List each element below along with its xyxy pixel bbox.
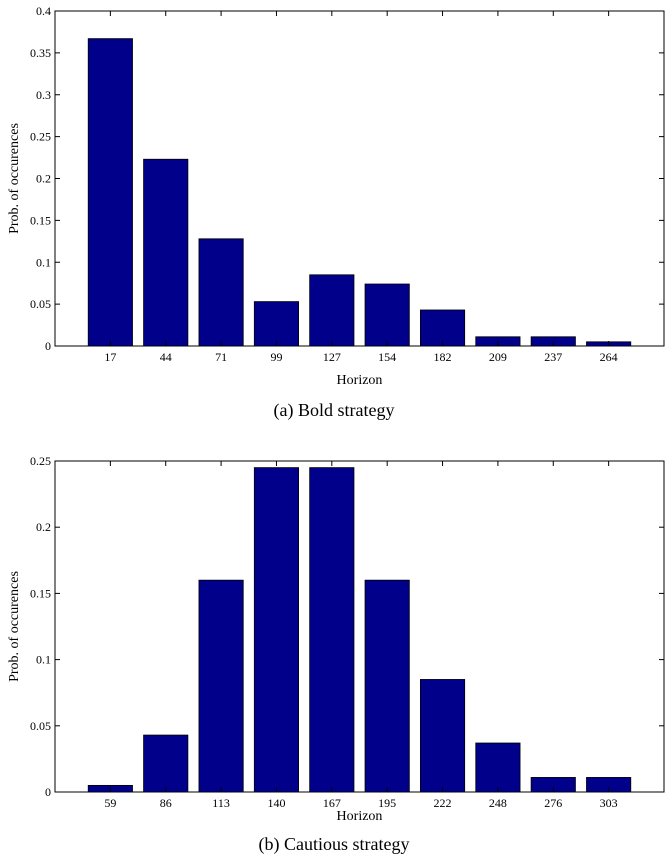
bar-chart-cautious: 59 86 113 140 167 195 222 248 276 303 0 0.05 0.1 0.15… (7, 454, 665, 824)
x-tick-label: 222 (434, 796, 452, 810)
bar (364, 283, 410, 347)
bar (419, 679, 466, 793)
x-tick-label: 17 (104, 350, 116, 364)
bar (364, 579, 410, 793)
x-tick-label: 167 (323, 796, 341, 810)
chart-bold-strategy: 17 44 71 99 127 154 182 209 237 264 0 0.05 0.1 0.15 0.… (0, 0, 668, 430)
y-tick-label: 0.15 (30, 586, 51, 600)
y-tick-label: 0 (45, 785, 51, 799)
x-tick-label: 276 (544, 796, 562, 810)
x-tick-label: 264 (600, 350, 618, 364)
bar (253, 301, 300, 347)
bar (253, 467, 300, 793)
x-tick-label: 237 (544, 350, 562, 364)
bar (198, 579, 244, 793)
bar (475, 742, 521, 793)
bar (419, 309, 466, 347)
x-tick-label: 154 (378, 350, 396, 364)
bar-chart-bold: 17 44 71 99 127 154 182 209 237 264 0 0.05 0.1 0.15 0.… (7, 4, 665, 388)
x-tick-label: 248 (489, 796, 507, 810)
x-tick-label: 44 (160, 350, 172, 364)
y-tick-label: 0.35 (30, 46, 51, 60)
bar (87, 38, 133, 347)
x-axis-label: Horizon (337, 373, 383, 388)
x-tick-label: 71 (215, 350, 227, 364)
y-tick-label: 0.1 (36, 255, 51, 269)
bar (198, 238, 244, 347)
y-axis-label: Prob. of occurences (7, 123, 22, 234)
y-tick-label: 0 (45, 339, 51, 353)
y-tick-label: 0.15 (30, 213, 51, 227)
y-tick-label: 0.05 (30, 297, 51, 311)
y-tick-label: 0.2 (36, 520, 51, 534)
x-tick-label: 209 (489, 350, 507, 364)
y-tick-label: 0.4 (36, 4, 51, 18)
caption-cautious-strategy: (b) Cautious strategy (258, 834, 410, 854)
bar (309, 467, 355, 793)
x-tick-label: 140 (267, 796, 285, 810)
x-tick-label: 99 (270, 350, 282, 364)
x-tick-label: 127 (323, 350, 341, 364)
chart-cautious-strategy: 59 86 113 140 167 195 222 248 276 303 0 0.05 0.1 0.15… (0, 430, 668, 861)
x-tick-label: 195 (378, 796, 396, 810)
y-tick-label: 0.3 (36, 88, 51, 102)
plot-frame (54, 460, 665, 793)
y-tick-label: 0.25 (30, 454, 51, 468)
y-tick-label: 0.05 (30, 719, 51, 733)
y-tick-label: 0.2 (36, 172, 51, 186)
y-axis-label: Prob. of occurences (7, 571, 22, 682)
x-tick-label: 113 (212, 796, 230, 810)
x-tick-label: 59 (104, 796, 116, 810)
bar (309, 274, 355, 347)
bar (143, 158, 189, 347)
x-tick-label: 86 (160, 796, 172, 810)
bar (143, 734, 189, 793)
caption-bold-strategy: (a) Bold strategy (273, 400, 395, 420)
x-tick-label: 182 (434, 350, 452, 364)
x-axis-label: Horizon (337, 809, 383, 824)
y-tick-label: 0.1 (36, 653, 51, 667)
x-tick-label: 303 (600, 796, 618, 810)
y-tick-label: 0.25 (30, 130, 51, 144)
